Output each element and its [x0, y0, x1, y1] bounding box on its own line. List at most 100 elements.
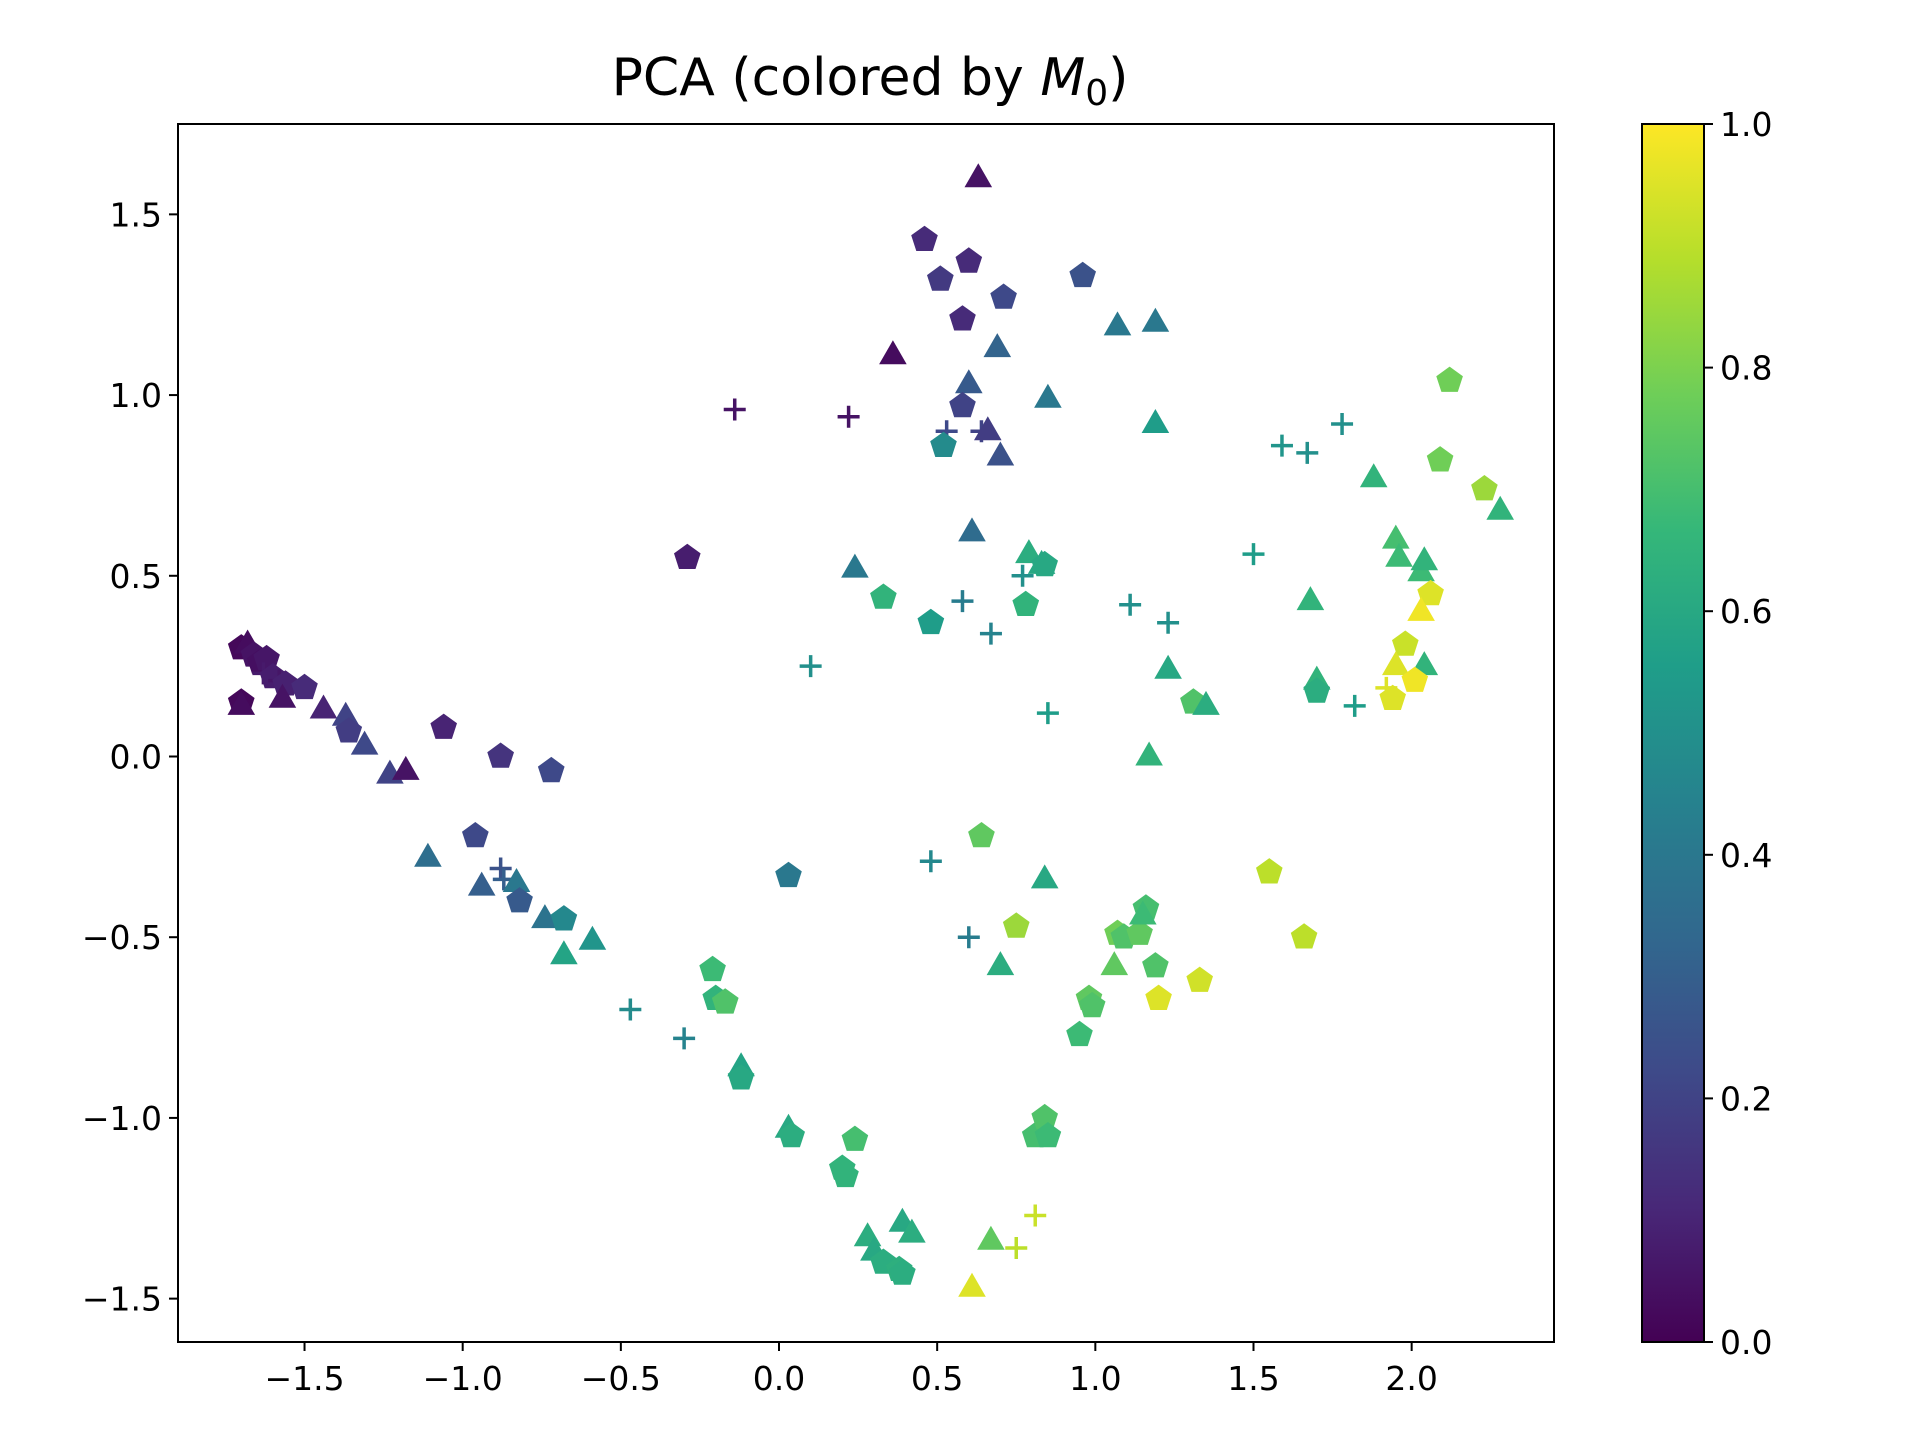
data-point-pentagon: [1012, 590, 1040, 616]
data-point-plus: [979, 622, 1002, 645]
colorbar-axis: 0.0 0.2 0.4 0.6 0.8 1.0: [1704, 105, 1772, 1362]
chart-title-symbol: M: [1040, 48, 1085, 108]
data-point-pentagon: [291, 673, 318, 700]
data-point-plus: [1024, 1204, 1047, 1227]
data-point-pentagon: [955, 247, 983, 273]
data-point-triangle: [1103, 311, 1132, 336]
data-point-plus: [919, 850, 942, 873]
colorbar-tick-label: 0.8: [1720, 349, 1772, 388]
colorbar-tick-label: 0.0: [1720, 1323, 1772, 1362]
data-point-plus: [1296, 441, 1319, 464]
data-point-pentagon: [1186, 966, 1213, 992]
data-point-plus: [1011, 564, 1034, 587]
data-point-pentagon: [727, 1064, 755, 1090]
data-point-pentagon: [1142, 952, 1169, 978]
data-point-triangle: [1141, 409, 1170, 433]
data-point-triangle: [1382, 651, 1410, 676]
data-point-pentagon: [870, 583, 897, 609]
data-point-pentagon: [272, 670, 299, 696]
data-point-triangle: [977, 1225, 1005, 1250]
data-point-triangle: [1030, 864, 1059, 889]
y-tick-label: −0.5: [82, 918, 162, 957]
chart-title: PCA (colored by M0): [612, 48, 1129, 114]
data-point-triangle: [1359, 463, 1388, 488]
data-point-plus: [673, 1027, 696, 1050]
y-tick-label: −1.5: [82, 1280, 162, 1319]
data-point-pentagon: [462, 822, 489, 848]
y-tick-label: 1.5: [110, 195, 162, 234]
data-point-triangle: [1100, 951, 1129, 976]
data-point-pentagon: [699, 955, 726, 982]
data-point-pentagon: [778, 1122, 805, 1148]
data-point-plus: [837, 405, 860, 428]
data-point-pentagon: [487, 742, 514, 768]
data-point-pentagon: [1417, 579, 1444, 606]
data-point-triangle: [268, 683, 297, 708]
data-point-pentagon: [949, 305, 976, 331]
data-point-plus: [1343, 694, 1366, 717]
data-point-triangle: [958, 517, 986, 542]
data-point-pentagon: [1303, 677, 1331, 703]
data-point-triangle: [578, 925, 607, 950]
data-point-pentagon: [1031, 550, 1058, 577]
data-point-triangle: [1382, 524, 1410, 549]
data-point-pentagon: [1436, 366, 1463, 392]
data-point-triangle: [467, 871, 496, 896]
data-point-pentagon: [911, 225, 938, 251]
data-point-plus: [619, 998, 642, 1021]
x-tick-label: 1.0: [1069, 1359, 1121, 1398]
x-tick-label: −1.0: [423, 1359, 503, 1398]
data-point-pentagon: [711, 988, 739, 1014]
data-point-pentagon: [335, 717, 363, 743]
data-point-pentagon: [1379, 684, 1406, 710]
data-point-triangle: [1154, 654, 1182, 679]
data-point-triangle: [1192, 690, 1220, 715]
data-point-pentagon: [1002, 912, 1030, 938]
data-point-triangle: [974, 416, 1002, 441]
chart-title-subscript: 0: [1085, 73, 1108, 114]
data-point-triangle: [1385, 542, 1413, 567]
data-point-triangle: [983, 333, 1012, 358]
data-point-triangle: [350, 730, 379, 755]
data-point-pentagon: [537, 756, 565, 783]
data-point-pentagon: [930, 431, 957, 457]
x-tick-label: 2.0: [1385, 1359, 1437, 1398]
data-point-triangle: [898, 1218, 926, 1243]
data-point-triangle: [309, 694, 338, 719]
data-point-triangle: [879, 340, 907, 365]
data-point-triangle: [964, 163, 993, 188]
colorbar-tick-label: 0.2: [1720, 1079, 1772, 1118]
data-point-pentagon: [832, 1161, 859, 1188]
y-axis: −1.5 −1.0 −0.5 0.0 0.5 1.0 1.5: [82, 195, 178, 1319]
data-point-pentagon: [775, 861, 802, 888]
points-layer: [227, 163, 1514, 1297]
data-point-plus: [1270, 434, 1293, 457]
data-point-triangle: [331, 701, 360, 726]
colorbar-tick-label: 1.0: [1720, 105, 1772, 144]
data-point-pentagon: [1401, 666, 1429, 692]
data-point-pentagon: [1078, 991, 1106, 1018]
y-tick-label: 1.0: [110, 376, 162, 415]
data-point-triangle: [958, 1272, 986, 1297]
colorbar-frame: [1641, 123, 1705, 1343]
data-point-pentagon: [1126, 919, 1153, 945]
data-point-pentagon: [674, 543, 701, 569]
data-point-plus: [1005, 1237, 1028, 1260]
data-point-triangle: [841, 553, 869, 578]
x-tick-label: 0.5: [911, 1359, 963, 1398]
data-point-triangle: [1135, 741, 1163, 766]
data-point-triangle: [1486, 495, 1514, 520]
x-tick-label: 1.5: [1227, 1359, 1279, 1398]
data-point-plus: [951, 590, 974, 613]
data-point-triangle: [1015, 539, 1043, 564]
data-point-plus: [489, 857, 512, 880]
data-point-triangle: [1034, 383, 1062, 408]
data-point-triangle: [1296, 586, 1325, 611]
x-tick-label: −0.5: [581, 1359, 661, 1398]
chart-title-text: PCA (colored by: [612, 48, 1041, 108]
data-point-pentagon: [430, 713, 457, 739]
y-tick-label: −1.0: [82, 1099, 162, 1138]
data-point-plus: [799, 655, 822, 678]
data-point-triangle: [1141, 307, 1170, 332]
